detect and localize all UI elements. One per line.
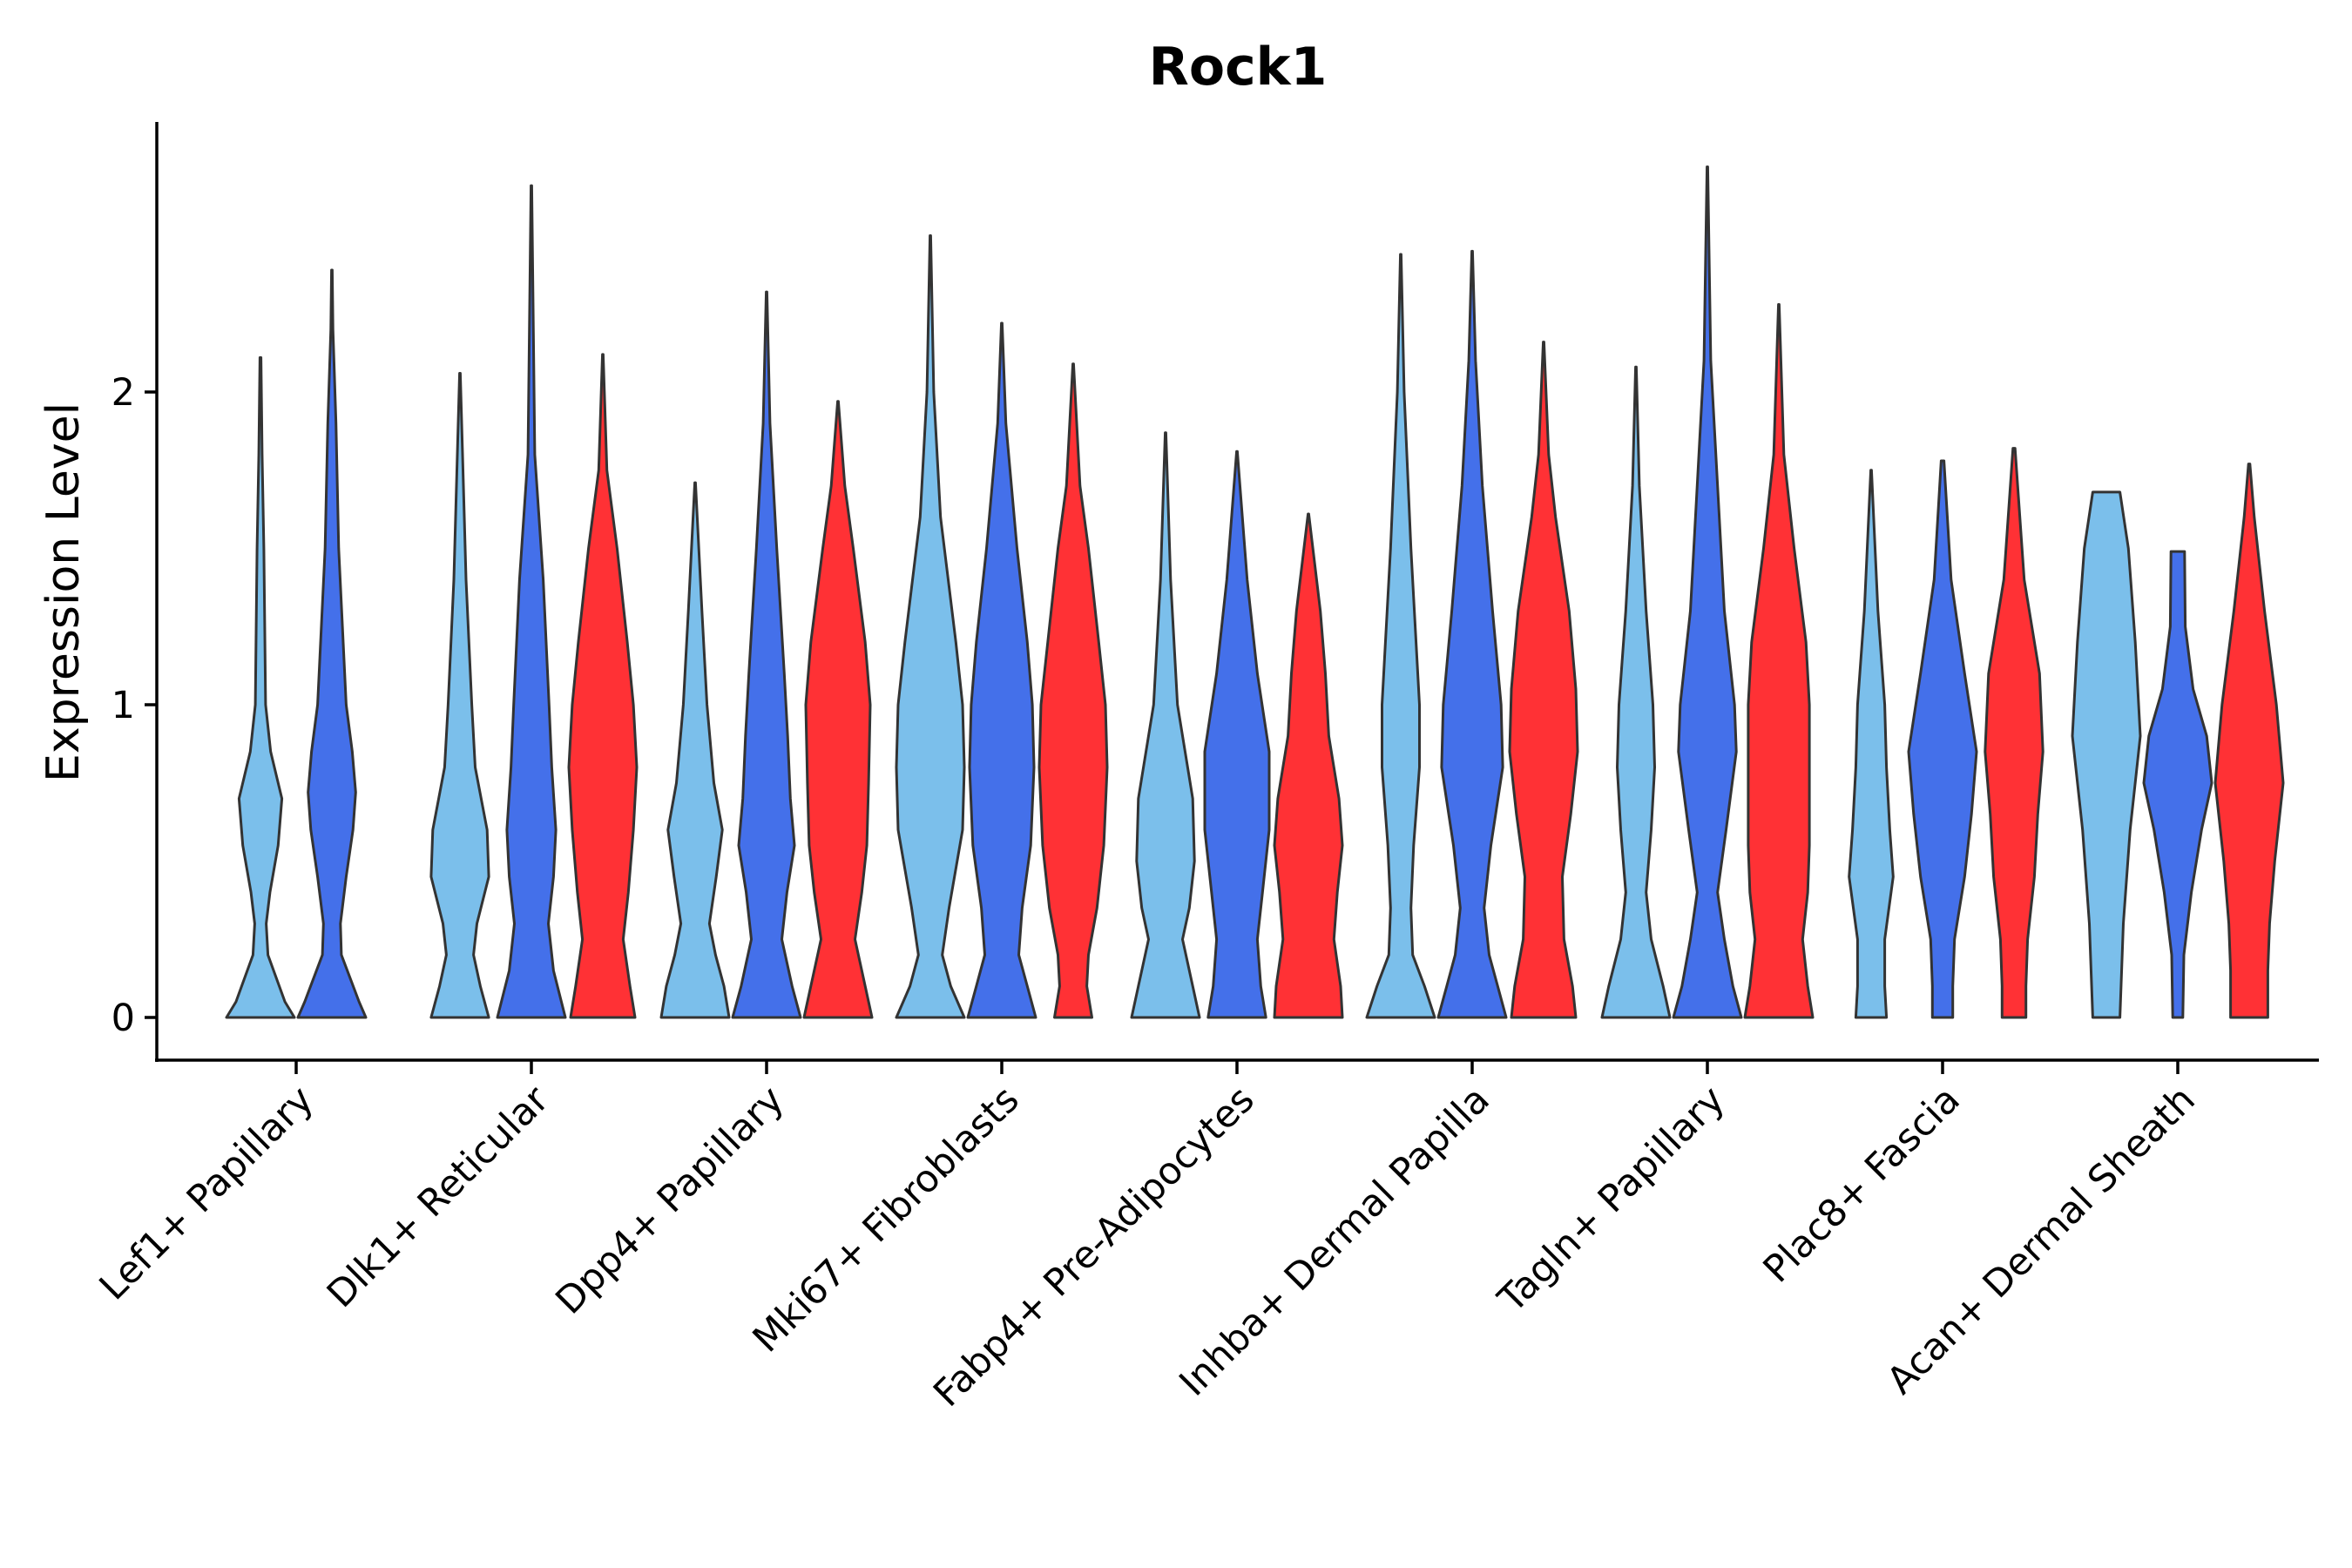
- chart-title: Rock1: [1149, 37, 1328, 98]
- y-axis-ticks: 0 1 2: [112, 371, 157, 1040]
- violin-mki67-fibroblasts-red: [1037, 362, 1109, 1019]
- violin-tagln-papillary-red: [1743, 303, 1815, 1019]
- violin-inhba-dermal-papilla-red: [1508, 341, 1579, 1019]
- violin-fabp4-pre-adipocytes-blue: [1203, 449, 1271, 1019]
- y-tick-label-2: 2: [112, 371, 135, 415]
- violin-fabp4-pre-adipocytes-red: [1273, 512, 1344, 1019]
- violin-dpp4-papillary-red: [802, 400, 874, 1019]
- violin-dpp4-papillary-blue: [731, 290, 802, 1019]
- violin-dlk1-reticular-red: [567, 353, 639, 1019]
- violin-plot-area: [225, 166, 2285, 1019]
- x-tick-label-tagln-papillary: Tagln+ Papillary: [1490, 1078, 1734, 1321]
- x-tick-label-mki67-fibroblasts: Mki67+ Fibroblasts: [745, 1078, 1028, 1361]
- violin-tagln-papillary-blue: [1672, 166, 1743, 1019]
- violin-lef1-papillary-blue: [296, 268, 368, 1019]
- violin-mki67-fibroblasts-blue: [966, 321, 1037, 1019]
- violin-plac8-fascia-light-blue: [1848, 469, 1895, 1019]
- x-tick-label-lef1-papillary: Lef1+ Papillary: [91, 1078, 322, 1308]
- violin-fabp4-pre-adipocytes-light-blue: [1130, 431, 1201, 1019]
- violin-plac8-fascia-red: [1984, 447, 2044, 1019]
- violin-lef1-papillary-light-blue: [225, 356, 296, 1019]
- violin-dlk1-reticular-blue: [496, 184, 567, 1019]
- x-tick-label-dlk1-reticular: Dlk1+ Reticular: [319, 1078, 558, 1316]
- y-axis-label: Expression Level: [37, 402, 90, 782]
- violin-mki67-fibroblasts-light-blue: [895, 234, 966, 1019]
- violin-acan-dermal-sheath-red: [2213, 463, 2285, 1019]
- y-tick-label-1: 1: [112, 684, 135, 727]
- violin-plac8-fascia-blue: [1907, 459, 1978, 1019]
- violin-tagln-papillary-light-blue: [1600, 365, 1672, 1019]
- y-tick-label-0: 0: [112, 997, 135, 1040]
- violin-inhba-dermal-papilla-light-blue: [1365, 253, 1436, 1019]
- violin-inhba-dermal-papilla-blue: [1436, 249, 1508, 1019]
- x-tick-label-plac8-fascia: Plac8+ Fascia: [1755, 1078, 1969, 1291]
- violin-acan-dermal-sheath-blue: [2142, 550, 2213, 1019]
- violin-acan-dermal-sheath-light-blue: [2071, 490, 2142, 1019]
- violin-dpp4-papillary-light-blue: [659, 481, 731, 1019]
- violin-dlk1-reticular-light-blue: [429, 372, 490, 1019]
- x-tick-label-dpp4-papillary: Dpp4+ Papillary: [548, 1078, 793, 1322]
